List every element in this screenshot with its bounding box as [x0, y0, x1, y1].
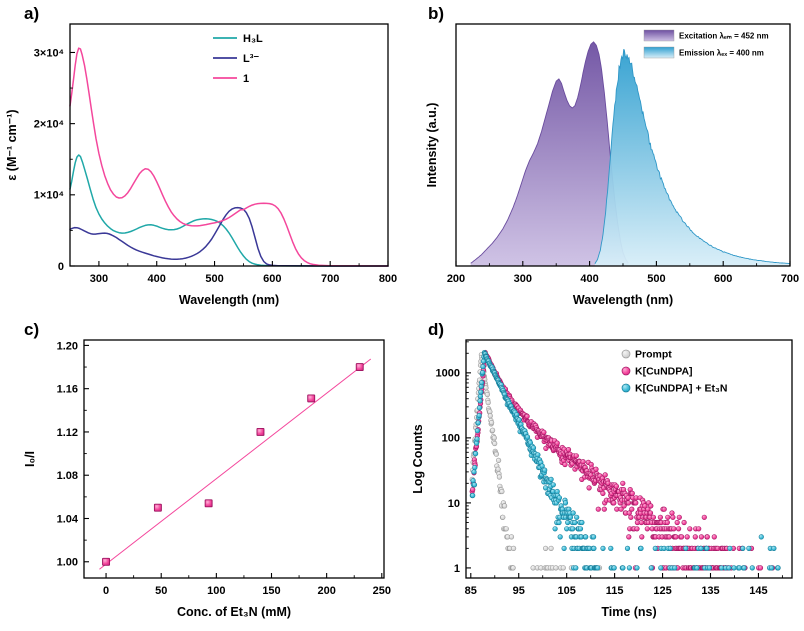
svg-text:1.16: 1.16 — [57, 384, 78, 396]
svg-text:Emission λₑₓ = 400 nm: Emission λₑₓ = 400 nm — [679, 48, 764, 57]
svg-text:Conc. of Et₃N (mM): Conc. of Et₃N (mM) — [177, 605, 291, 619]
svg-text:ε (M⁻¹ cm⁻¹): ε (M⁻¹ cm⁻¹) — [5, 109, 19, 180]
svg-text:105: 105 — [557, 585, 575, 597]
svg-text:800: 800 — [379, 273, 397, 285]
svg-text:Wavelength (nm): Wavelength (nm) — [573, 293, 673, 307]
svg-text:300: 300 — [514, 273, 532, 285]
legend: Prompt K[CuNDPA] K[CuNDPA] + Et₃N — [621, 349, 727, 395]
spectrum-line — [69, 206, 389, 267]
svg-text:100: 100 — [442, 433, 460, 445]
svg-text:1.00: 1.00 — [57, 557, 78, 569]
svg-text:85: 85 — [465, 585, 477, 597]
data-point — [355, 363, 364, 371]
svg-text:600: 600 — [714, 273, 732, 285]
decay-series — [469, 349, 781, 571]
axes: 0 50 100 150 200 250 1.00 1.04 1.08 1.12 1.16 1.20 C… — [23, 339, 391, 619]
svg-text:250: 250 — [373, 585, 391, 597]
svg-text:300: 300 — [90, 273, 108, 285]
svg-text:3×10⁴: 3×10⁴ — [34, 47, 64, 59]
svg-text:400: 400 — [148, 273, 166, 285]
data-point — [204, 499, 213, 508]
svg-text:Prompt: Prompt — [635, 349, 672, 361]
svg-text:500: 500 — [647, 273, 665, 285]
data-point — [102, 557, 111, 566]
svg-text:Time (ns): Time (ns) — [601, 605, 656, 619]
decay-series — [469, 349, 776, 571]
decay-points — [469, 349, 781, 571]
svg-text:I₀/I: I₀/I — [23, 451, 37, 467]
svg-text:400: 400 — [580, 273, 598, 285]
spectrum-area — [594, 49, 790, 266]
svg-text:115: 115 — [606, 585, 624, 597]
svg-text:600: 600 — [263, 273, 281, 285]
axes: 300 400 500 600 700 800 0 1×10⁴ 2×10⁴ 3×10⁴ Wavele… — [5, 23, 397, 307]
panel-label-c: c) — [24, 320, 40, 339]
fit-and-points — [99, 358, 372, 570]
series-lines — [69, 47, 389, 267]
svg-text:Intensity (a.u.): Intensity (a.u.) — [425, 103, 439, 188]
spectra-areas — [470, 41, 791, 267]
chart-a-absorption-spectra: 300 400 500 600 700 800 0 1×10⁴ 2×10⁴ 3×10⁴ Wavele… — [5, 23, 397, 307]
chart-b-excitation-emission-spectra: 200 300 400 500 600 700 Wavelength (nm) Intensi… — [425, 23, 799, 307]
fit-line — [99, 358, 372, 570]
panel-label-a: a) — [24, 4, 40, 23]
chart-d-lifetime-decay: 85 95 105 115 125 135 145 1 10 100 1000 Time (ns) Lo… — [411, 339, 793, 619]
legend: Excitation λₑₘ = 452 nm Emission λₑₓ = 40… — [643, 29, 769, 59]
svg-text:1: 1 — [243, 73, 249, 85]
svg-text:700: 700 — [321, 273, 339, 285]
svg-text:135: 135 — [701, 585, 719, 597]
svg-text:500: 500 — [205, 273, 223, 285]
svg-text:2×10⁴: 2×10⁴ — [34, 118, 64, 130]
svg-text:K[CuNDPA] + Et₃N: K[CuNDPA] + Et₃N — [635, 383, 727, 395]
svg-text:1.12: 1.12 — [57, 427, 78, 439]
legend: H₃L L³⁻ 1 — [213, 33, 263, 85]
panel-label-b: b) — [428, 4, 445, 23]
spectrum-line — [69, 47, 389, 267]
svg-text:1.08: 1.08 — [57, 470, 78, 482]
svg-text:1.20: 1.20 — [57, 340, 78, 352]
svg-text:L³⁻: L³⁻ — [243, 53, 259, 65]
svg-text:200: 200 — [447, 273, 465, 285]
spectrum-area — [470, 41, 629, 267]
svg-text:125: 125 — [653, 585, 671, 597]
spectrum-edge — [594, 48, 791, 265]
svg-text:1000: 1000 — [436, 368, 460, 380]
chart-c-stern-volmer-plot: 0 50 100 150 200 250 1.00 1.04 1.08 1.12 1.16 1.20 C… — [23, 339, 391, 619]
svg-text:145: 145 — [749, 585, 767, 597]
svg-text:200: 200 — [317, 585, 335, 597]
svg-text:Excitation λₑₘ = 452 nm: Excitation λₑₘ = 452 nm — [679, 31, 769, 40]
svg-text:100: 100 — [207, 585, 225, 597]
svg-text:1: 1 — [454, 563, 460, 575]
svg-text:K[CuNDPA]: K[CuNDPA] — [635, 366, 693, 378]
data-point — [256, 428, 265, 436]
spectrum-line — [69, 154, 389, 267]
axes: 85 95 105 115 125 135 145 1 10 100 1000 Time (ns) Lo… — [411, 339, 793, 619]
svg-text:1.04: 1.04 — [57, 513, 79, 525]
svg-text:H₃L: H₃L — [243, 33, 263, 45]
svg-text:50: 50 — [155, 585, 167, 597]
svg-text:Wavelength (nm): Wavelength (nm) — [179, 293, 279, 307]
axes: 200 300 400 500 600 700 Wavelength (nm) Intensi… — [425, 23, 799, 307]
svg-text:95: 95 — [513, 585, 525, 597]
data-point — [307, 394, 316, 403]
spectrum-edge — [470, 41, 629, 264]
svg-text:Log Counts: Log Counts — [411, 424, 425, 493]
svg-text:0: 0 — [58, 261, 64, 273]
svg-text:0: 0 — [103, 585, 109, 597]
panel-label-d: d) — [428, 320, 445, 339]
svg-text:150: 150 — [262, 585, 280, 597]
svg-text:700: 700 — [781, 273, 799, 285]
svg-text:1×10⁴: 1×10⁴ — [34, 190, 64, 202]
data-point — [153, 503, 162, 512]
svg-text:10: 10 — [448, 498, 460, 510]
